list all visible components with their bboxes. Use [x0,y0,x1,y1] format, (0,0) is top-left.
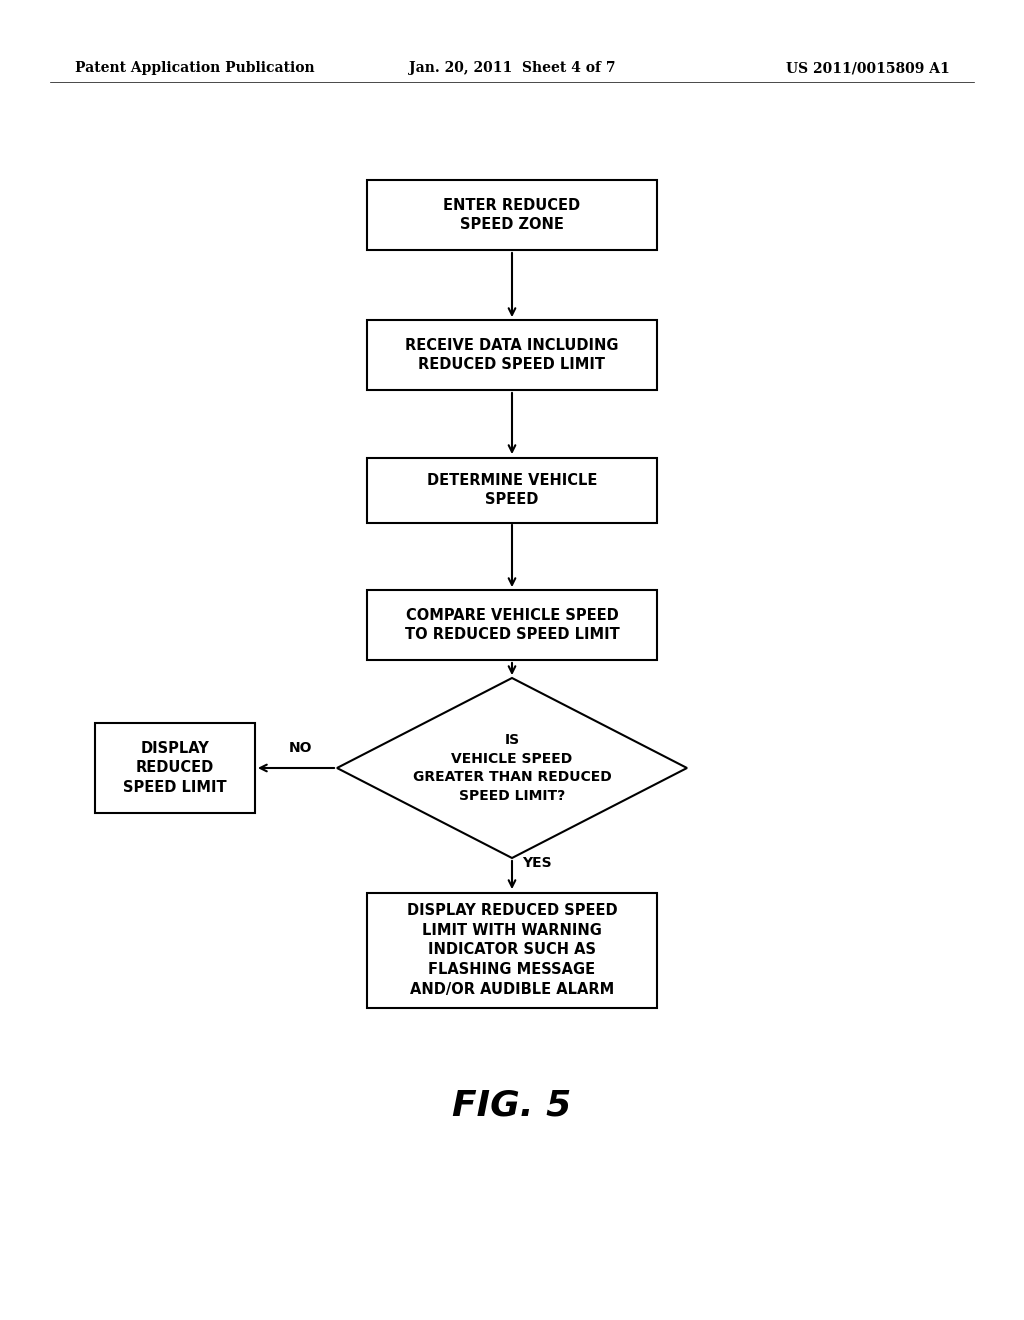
Bar [367,892,657,1007]
Text: DETERMINE VEHICLE
SPEED: DETERMINE VEHICLE SPEED [427,473,597,507]
Text: Patent Application Publication: Patent Application Publication [75,61,314,75]
Bar [367,319,657,389]
Bar [367,590,657,660]
Text: YES: YES [522,855,552,870]
Text: IS
VEHICLE SPEED
GREATER THAN REDUCED
SPEED LIMIT?: IS VEHICLE SPEED GREATER THAN REDUCED SP… [413,734,611,803]
Text: ENTER REDUCED
SPEED ZONE: ENTER REDUCED SPEED ZONE [443,198,581,232]
Text: NO: NO [288,741,311,755]
Bar [367,458,657,523]
Bar [367,180,657,249]
Bar [95,723,255,813]
Text: FIG. 5: FIG. 5 [453,1088,571,1122]
Text: RECEIVE DATA INCLUDING
REDUCED SPEED LIMIT: RECEIVE DATA INCLUDING REDUCED SPEED LIM… [406,338,618,372]
Polygon shape [337,678,687,858]
Text: DISPLAY
REDUCED
SPEED LIMIT: DISPLAY REDUCED SPEED LIMIT [123,741,226,795]
Text: DISPLAY REDUCED SPEED
LIMIT WITH WARNING
INDICATOR SUCH AS
FLASHING MESSAGE
AND/: DISPLAY REDUCED SPEED LIMIT WITH WARNING… [407,903,617,997]
Text: COMPARE VEHICLE SPEED
TO REDUCED SPEED LIMIT: COMPARE VEHICLE SPEED TO REDUCED SPEED L… [404,607,620,643]
Text: US 2011/0015809 A1: US 2011/0015809 A1 [786,61,950,75]
Text: Jan. 20, 2011  Sheet 4 of 7: Jan. 20, 2011 Sheet 4 of 7 [409,61,615,75]
